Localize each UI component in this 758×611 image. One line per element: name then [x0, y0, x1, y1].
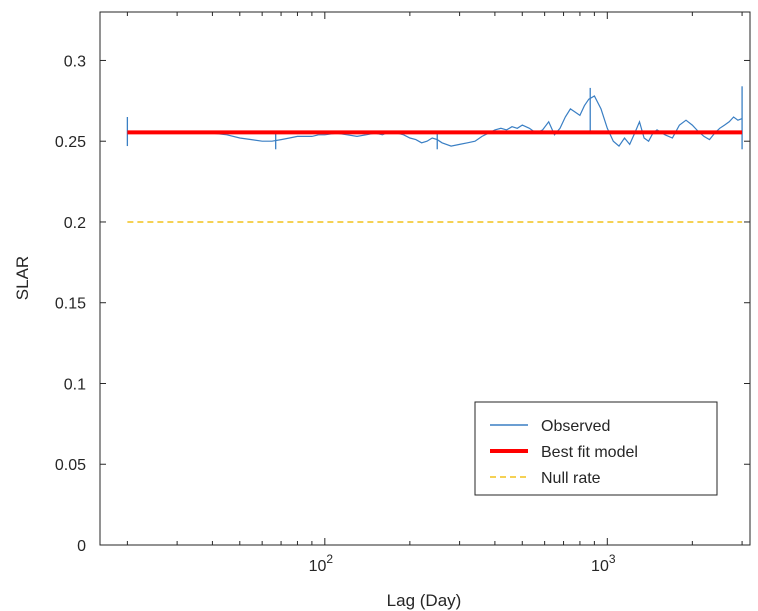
- x-tick-label: 102: [309, 552, 334, 575]
- y-tick-label: 0.25: [55, 134, 86, 151]
- x-axis-label: Lag (Day): [387, 591, 462, 610]
- x-tick-label-base: 10: [309, 558, 327, 575]
- y-axis-label: SLAR: [13, 256, 32, 300]
- x-axis-ticks: 102 103: [126, 12, 743, 575]
- series-layer: [126, 86, 743, 223]
- x-tick-label-exponent: 3: [609, 552, 616, 566]
- y-tick-label: 0.05: [55, 457, 86, 474]
- y-tick-label: 0: [77, 538, 86, 555]
- legend-label-best-fit: Best fit model: [541, 444, 638, 461]
- x-tick-label-exponent: 2: [326, 552, 333, 566]
- x-tick-label: 103: [591, 552, 616, 575]
- x-tick-label-base: 10: [591, 558, 609, 575]
- y-tick-label: 0.15: [55, 296, 86, 313]
- legend-box: [474, 401, 718, 496]
- legend-label-null-rate: Null rate: [541, 470, 601, 487]
- legend-label-observed: Observed: [541, 418, 610, 435]
- plot-frame: [99, 11, 751, 546]
- y-axis-ticks: 0 0.05 0.1 0.15 0.2 0.25 0.3: [55, 53, 750, 555]
- y-tick-label: 0.3: [64, 53, 86, 70]
- y-tick-label: 0.1: [64, 376, 86, 393]
- y-tick-label: 0.2: [64, 215, 86, 232]
- legend: Observed Best fit model Null rate: [474, 401, 718, 496]
- observed-line: [127, 95, 743, 147]
